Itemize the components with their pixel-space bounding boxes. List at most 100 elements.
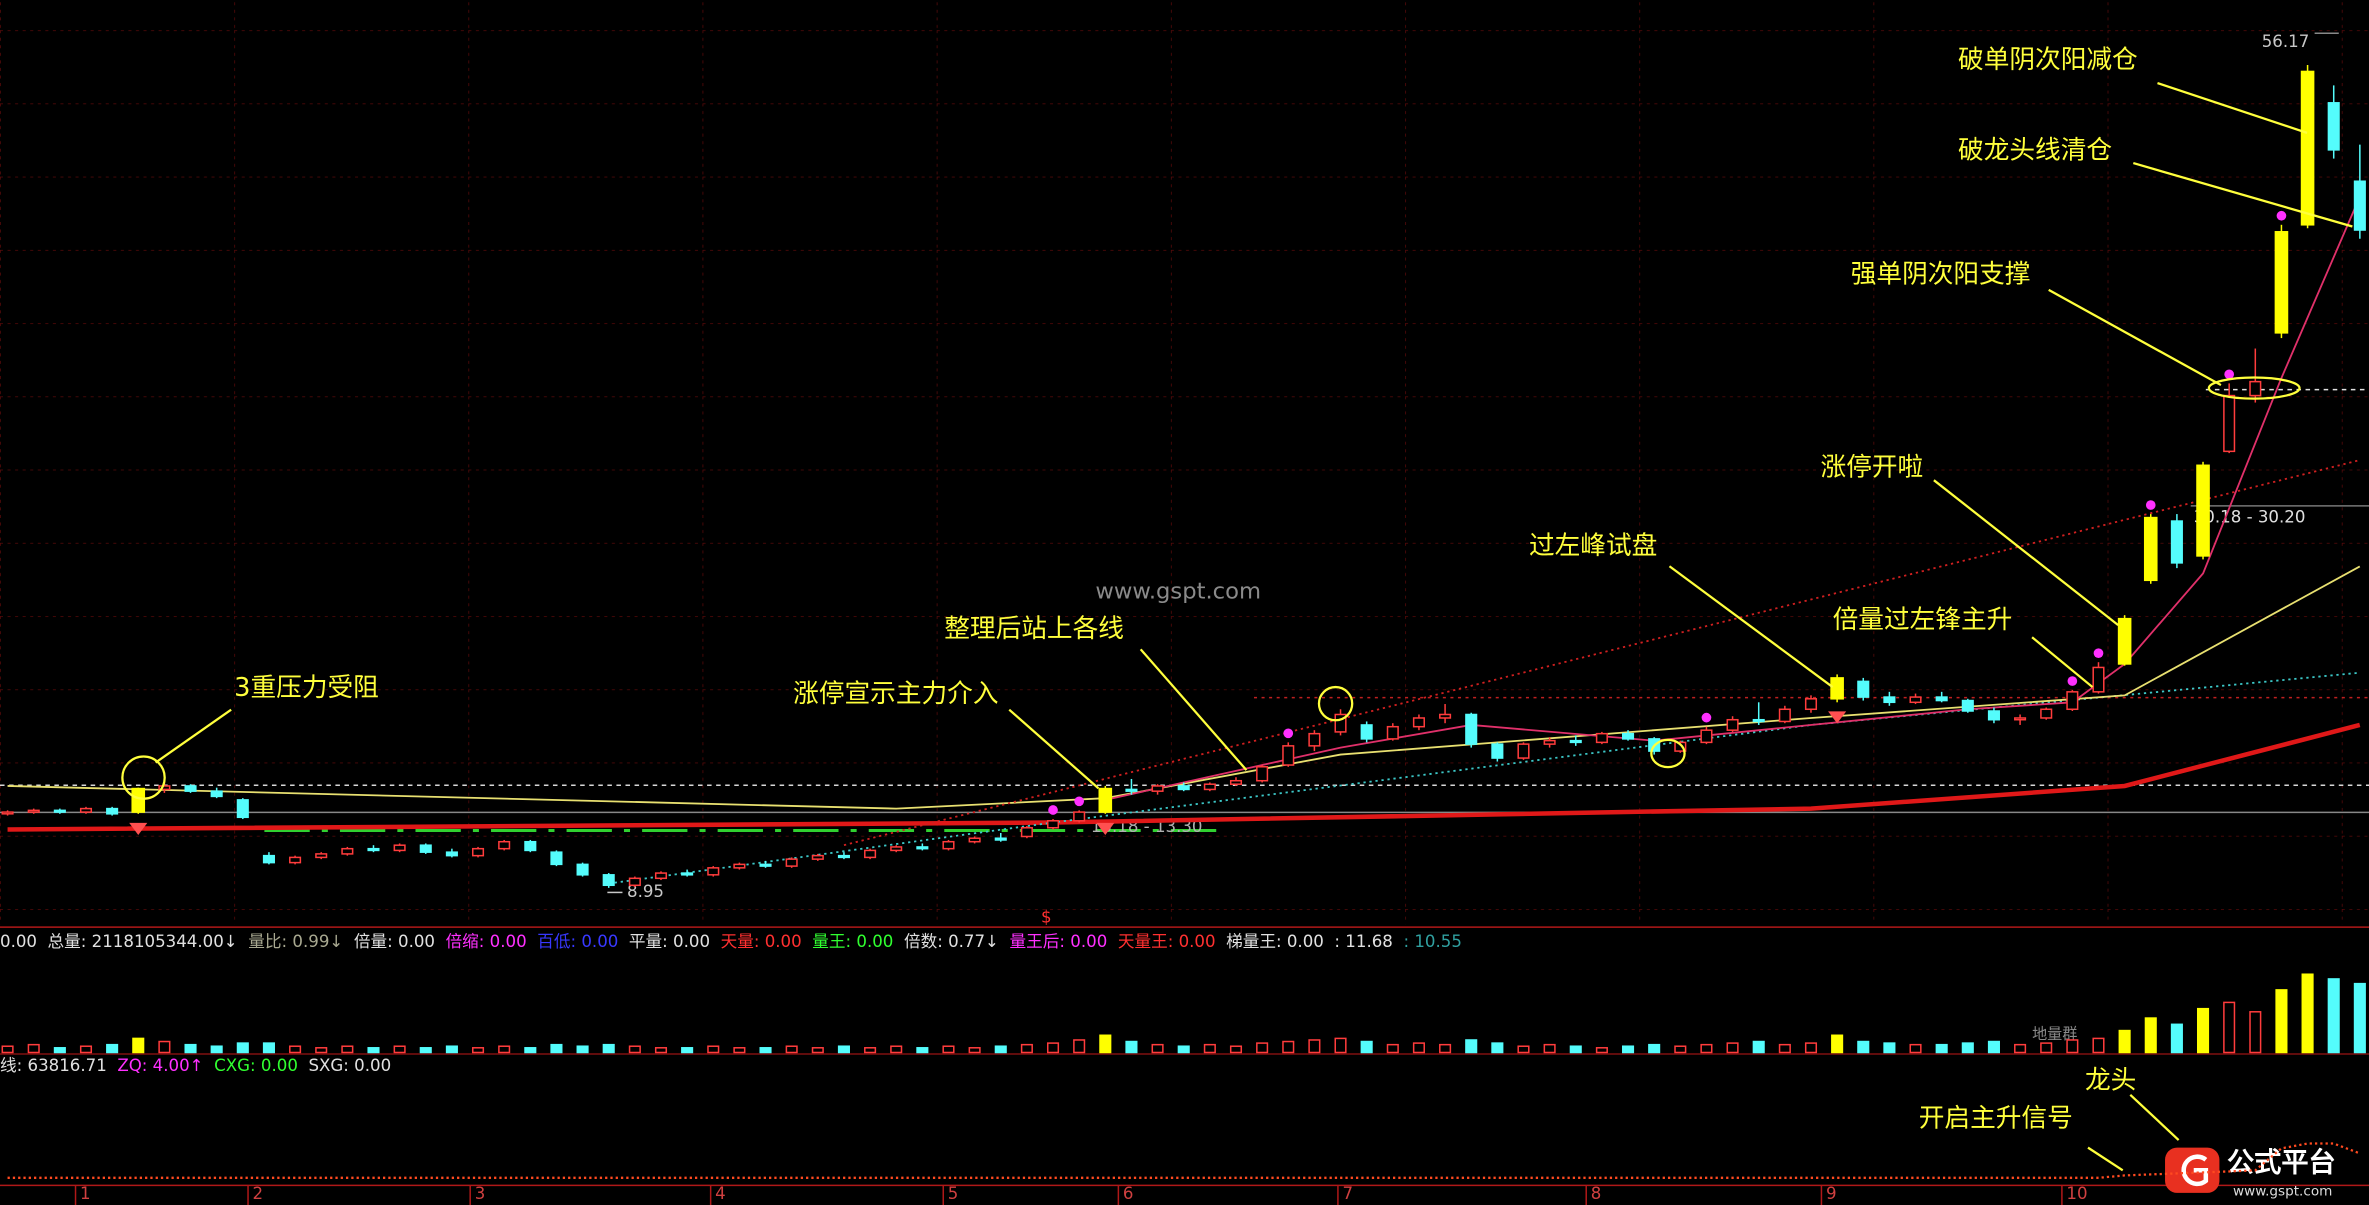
candle-body — [1491, 743, 1504, 759]
signal-diamond — [1096, 822, 1115, 835]
volume-bar — [733, 1047, 746, 1054]
candle-body — [654, 872, 668, 880]
annotation-circle — [1650, 738, 1686, 769]
candle-body — [1621, 732, 1635, 740]
annotation: 涨停开啦 — [1821, 453, 1924, 483]
volume-bar — [1125, 1040, 1138, 1054]
volume-bar — [2327, 978, 2340, 1054]
annotation-arrow — [2048, 288, 2222, 387]
candle-body — [471, 847, 485, 857]
info-item: CXG: 0.00 — [214, 1056, 298, 1075]
candle-body — [681, 872, 694, 876]
candle-body — [628, 877, 641, 887]
signal-dot — [2145, 500, 2156, 510]
annotation-arrow — [1008, 708, 1100, 790]
info-item: 梯量王: 0.00 — [1226, 932, 1324, 951]
candle-body — [916, 846, 929, 850]
info-item: : 11.68 — [1334, 932, 1392, 951]
volume-bar — [1909, 1043, 1922, 1054]
annotation: 过左峰试盘 — [1529, 531, 1657, 561]
candle-body — [1439, 713, 1452, 719]
candle-body — [2066, 691, 2079, 711]
volume-bar — [2144, 1017, 2157, 1054]
signal-line — [7, 1142, 2361, 1179]
candle-body — [1857, 680, 1870, 698]
volume-bar — [1412, 1042, 1425, 1054]
volume-bar — [1229, 1045, 1243, 1054]
volume-bar — [1621, 1045, 1635, 1054]
volume-bar — [681, 1047, 694, 1054]
candle-body — [1046, 820, 1060, 829]
candle-body — [1412, 717, 1425, 728]
candle-body — [1830, 677, 1844, 700]
x-tick-label: 5 — [948, 1184, 959, 1203]
candle-body — [1700, 729, 1713, 744]
volume-bar — [707, 1045, 720, 1054]
candle-body — [2092, 666, 2105, 693]
annotation: 涨停宣示主力介入 — [793, 679, 998, 709]
candle-body — [79, 807, 93, 813]
volume-bar — [1726, 1042, 1739, 1054]
x-tick-label: 3 — [475, 1184, 486, 1203]
candle-body — [498, 840, 511, 850]
candle-body — [1282, 745, 1295, 766]
high-label: 56.17 — [2262, 32, 2310, 51]
candle-body — [2143, 516, 2158, 582]
volume-bar — [1648, 1043, 1661, 1054]
volume-bar — [471, 1047, 485, 1054]
watermark: www.gspt.com — [1095, 578, 1261, 604]
annotation: 强单阴次阳支撑 — [1851, 259, 2031, 289]
annotation-arrow — [1933, 479, 2119, 627]
volume-bar — [759, 1047, 772, 1054]
candle-body — [1674, 741, 1687, 752]
volume-bar — [1961, 1042, 1974, 1054]
x-tick-label: 2 — [253, 1184, 264, 1203]
candle-body — [2353, 180, 2366, 231]
range-label: 30.18 - 30.20 — [2194, 507, 2306, 526]
volume-bar — [1386, 1043, 1399, 1054]
volume-bar — [132, 1037, 145, 1054]
volume-bar — [1360, 1040, 1373, 1054]
x-tick-label: 4 — [715, 1184, 726, 1203]
info-item: 总量: 2118105344.00↓ — [48, 932, 238, 951]
candle-body — [1595, 732, 1608, 744]
volume-bar — [1177, 1045, 1190, 1054]
annotation: 开启主升信号 — [1919, 1103, 2073, 1133]
volume-bar — [289, 1045, 302, 1054]
annotation-arrow — [2129, 1093, 2180, 1141]
volume-bar — [968, 1047, 981, 1054]
annotation-arrow — [2087, 1146, 2124, 1172]
annotation-arrow — [2132, 161, 2353, 228]
x-tick-label: 7 — [1342, 1184, 1353, 1203]
signal-dot — [2224, 369, 2235, 380]
volume-bar — [994, 1045, 1007, 1054]
annotation-arrow — [2031, 636, 2094, 688]
candle-body — [1386, 725, 1399, 740]
volume-bar — [1804, 1042, 1818, 1054]
logo-url: www.gspt.com — [2233, 1183, 2332, 1199]
logo-icon — [2165, 1147, 2220, 1193]
candle-body — [968, 837, 981, 843]
candle-body — [550, 851, 563, 866]
volume-bar — [262, 1042, 275, 1054]
candle-body — [837, 854, 850, 859]
volume-bar — [341, 1045, 354, 1054]
candle-body — [1883, 696, 1896, 704]
volume-bar — [1595, 1047, 1608, 1054]
volume-bar — [837, 1045, 850, 1054]
candle-body — [2117, 617, 2132, 665]
info-item: 平量: 0.00 — [629, 932, 710, 951]
candle-body — [236, 799, 249, 819]
candle-body — [1465, 713, 1478, 745]
info-item: 百低: 0.00 — [537, 932, 618, 951]
volume-bar — [2301, 973, 2314, 1054]
annotation-arrow — [154, 708, 232, 764]
low-label: 8.95 — [627, 882, 664, 901]
candle-body — [2014, 717, 2027, 721]
volume-bar — [1935, 1043, 1948, 1054]
logo-glyph — [2181, 1154, 2209, 1187]
volume-bar — [654, 1047, 668, 1054]
candle-body — [1961, 699, 1974, 712]
